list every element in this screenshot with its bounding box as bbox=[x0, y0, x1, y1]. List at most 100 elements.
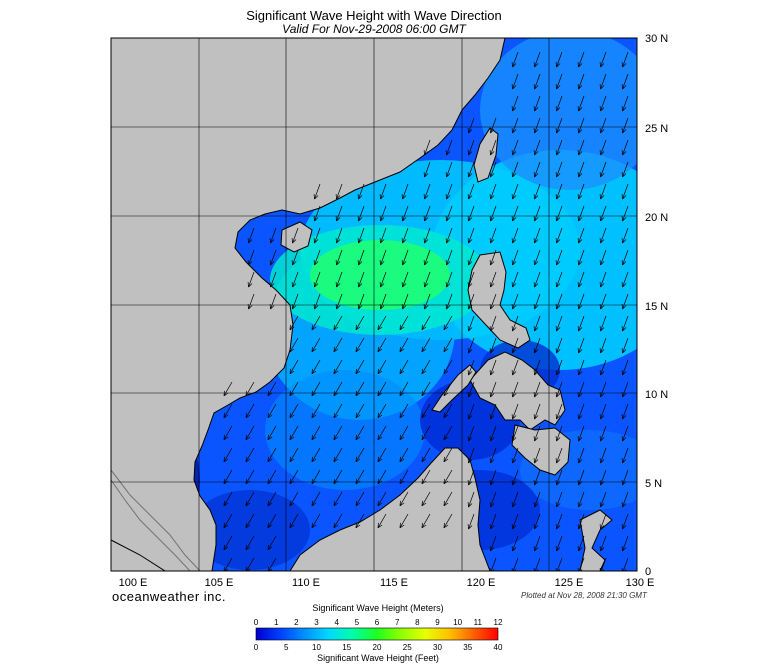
wave-arrow bbox=[468, 161, 475, 178]
wave-arrow bbox=[402, 205, 409, 222]
wave-arrow bbox=[311, 381, 321, 397]
wave-arrow-head bbox=[556, 195, 561, 200]
wave-arrow-head bbox=[377, 502, 383, 507]
wave-arrow-head bbox=[289, 502, 295, 507]
wave-arrow-head bbox=[534, 85, 539, 90]
wave-arrow-head bbox=[399, 480, 405, 485]
wave-arrow-head bbox=[534, 393, 539, 398]
wave-arrow-head bbox=[512, 349, 517, 354]
wave-arrow bbox=[223, 447, 233, 463]
wave-arrow bbox=[355, 315, 365, 331]
wave-arrow-head bbox=[377, 414, 383, 419]
wave-arrow-head bbox=[556, 85, 561, 90]
wave-arrow bbox=[358, 183, 365, 200]
wave-arrow bbox=[468, 469, 475, 486]
colorbar-meter-tick: 0 bbox=[254, 618, 259, 627]
wave-arrow-head bbox=[556, 503, 561, 508]
wave-arrow bbox=[355, 359, 365, 375]
wave-arrow-head bbox=[468, 261, 473, 266]
lat-lon-grid bbox=[111, 38, 637, 571]
wave-arrow-head bbox=[355, 436, 361, 441]
wave-arrow bbox=[490, 315, 497, 332]
wave-arrow bbox=[289, 425, 299, 441]
wave-arrow-head bbox=[443, 392, 449, 397]
wave-arrow bbox=[512, 337, 519, 354]
wave-arrow bbox=[556, 513, 563, 530]
wave-arrow-head bbox=[534, 459, 539, 464]
wave-arrow-head bbox=[358, 283, 363, 288]
wave-arrow bbox=[399, 359, 409, 375]
wave-arrow bbox=[446, 183, 453, 200]
wave-arrow bbox=[512, 425, 519, 442]
wave-arrow bbox=[622, 73, 629, 90]
wave-arrow-head bbox=[468, 151, 473, 156]
wave-arrow-head bbox=[534, 283, 539, 288]
wave-arrow bbox=[446, 227, 453, 244]
wave-arrow bbox=[512, 117, 519, 134]
wave-arrow bbox=[600, 271, 607, 288]
wave-arrow-head bbox=[622, 129, 627, 134]
wave-arrow bbox=[380, 271, 387, 288]
colorbar-feet-tick: 15 bbox=[342, 643, 351, 652]
wave-arrow bbox=[534, 491, 541, 508]
wave-arrow bbox=[512, 73, 519, 90]
wave-arrow bbox=[336, 271, 343, 288]
colorbar-meter-tick: 12 bbox=[494, 618, 503, 627]
wave-arrow-head bbox=[468, 173, 473, 178]
wave-arrow-head bbox=[622, 437, 627, 442]
wave-arrow bbox=[490, 359, 497, 376]
wave-arrow bbox=[336, 293, 343, 310]
wave-arrow bbox=[556, 161, 563, 178]
wave-arrow bbox=[556, 447, 563, 464]
wave-arrow-head bbox=[223, 458, 229, 463]
wave-arrow bbox=[421, 337, 431, 353]
wave-arrow bbox=[399, 491, 409, 507]
wave-arrow bbox=[399, 403, 409, 419]
wave-arrow-head bbox=[578, 371, 583, 376]
wave-arrow-head bbox=[468, 327, 473, 332]
wave-arrow bbox=[512, 381, 519, 398]
wave-arrow bbox=[377, 447, 387, 463]
wave-arrow bbox=[468, 447, 475, 464]
wave-arrow-head bbox=[377, 326, 383, 331]
wave-arrow bbox=[512, 249, 519, 266]
wave-arrow-head bbox=[600, 371, 605, 376]
wave-arrow bbox=[556, 139, 563, 156]
wave-arrow-head bbox=[468, 305, 473, 310]
wave-arrow-head bbox=[443, 348, 449, 353]
wave-arrow-head bbox=[556, 217, 561, 222]
wave-arrow bbox=[424, 249, 431, 266]
colorbar-meter-tick: 9 bbox=[435, 618, 440, 627]
wave-arrow-head bbox=[512, 173, 517, 178]
wave-arrow bbox=[468, 117, 475, 134]
wave-arrow bbox=[267, 447, 277, 463]
wave-arrow-head bbox=[622, 415, 627, 420]
wave-arrow-head bbox=[267, 392, 273, 397]
wave-arrow bbox=[578, 425, 585, 442]
wave-arrow-head bbox=[622, 261, 627, 266]
wave-arrow-head bbox=[355, 524, 361, 529]
wave-arrow bbox=[490, 271, 497, 288]
wave-arrow-head bbox=[336, 239, 341, 244]
wave-arrow bbox=[534, 381, 541, 398]
wave-arrow bbox=[600, 337, 607, 354]
wave-arrow bbox=[424, 271, 431, 288]
wave-arrow-head bbox=[333, 458, 339, 463]
wave-arrow bbox=[556, 249, 563, 266]
wave-arrow bbox=[289, 381, 299, 397]
wave-arrow bbox=[292, 249, 299, 266]
wave-arrow-head bbox=[267, 414, 273, 419]
wave-arrow bbox=[534, 315, 541, 332]
wave-arrow-head bbox=[490, 173, 495, 178]
wave-arrow-head bbox=[314, 217, 319, 222]
wave-arrow-head bbox=[314, 195, 319, 200]
lon-tick-105: 105 E bbox=[205, 577, 234, 589]
wave-arrow-head bbox=[446, 239, 451, 244]
wave-arrow-head bbox=[512, 371, 517, 376]
wave-arrow bbox=[311, 469, 321, 485]
colorbar-feet-tick: 0 bbox=[254, 643, 259, 652]
wave-arrow bbox=[534, 469, 541, 486]
wave-arrow-head bbox=[600, 217, 605, 222]
wave-arrow bbox=[600, 535, 607, 552]
wave-arrow-head bbox=[443, 524, 449, 529]
